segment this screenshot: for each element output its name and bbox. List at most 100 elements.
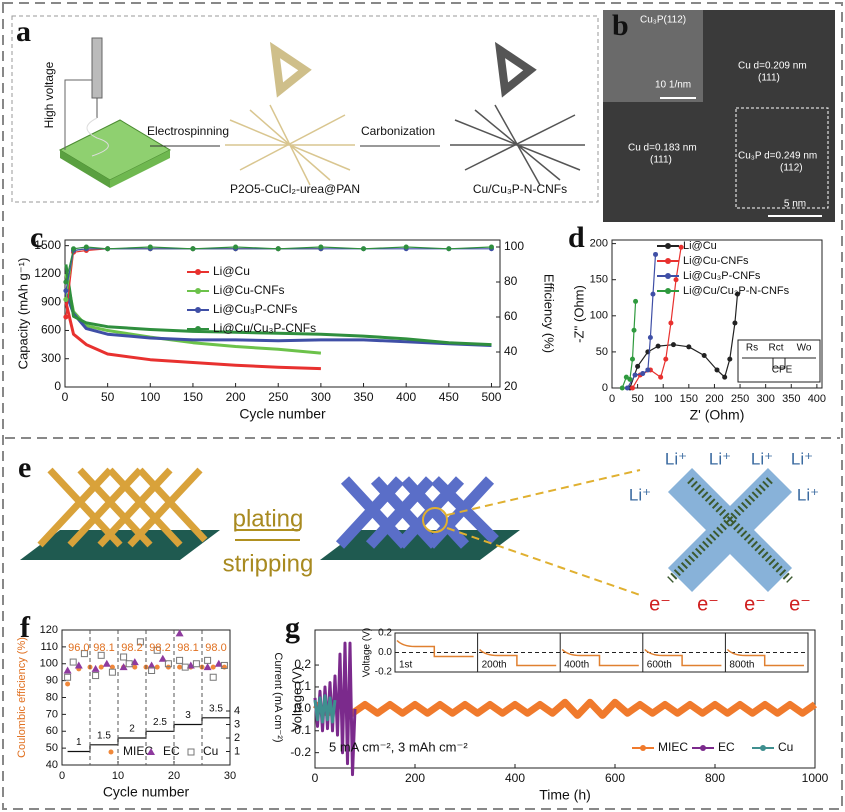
circuit-label: CPE [772,365,793,376]
legend-label: MIEC [658,740,688,754]
inset-y-tick-label: 0.2 [378,628,392,639]
lattice-label: Cu₃P d=0.249 nm [738,151,817,162]
x-tick-label: 100 [140,390,160,404]
legend-label: Cu [203,744,218,758]
x-tick-label: 50 [631,393,643,405]
marker [732,320,738,326]
lattice-label: Cu d=0.183 nm [628,143,697,154]
electrospinning-setup [58,37,172,188]
inset-trace [479,648,557,667]
marker [97,651,105,659]
y2-tick-label: 1 [234,745,240,757]
y-tick-label: -0.2 [290,745,311,759]
y-tick-label: -0.1 [290,723,311,737]
x-tick-label: 400 [808,393,826,405]
legend-marker [640,745,646,751]
inset-trace [726,648,804,667]
y-tick-label: 100 [40,658,58,670]
y-tick-label: 50 [596,346,608,358]
marker [153,646,161,654]
panel-label: f [20,611,31,644]
marker [633,298,639,304]
marker [214,659,223,667]
inset-trace [396,639,474,658]
legend-label: Li@Cu-CNFs [683,255,749,267]
y-axis-label: Voltage (V) [289,667,304,731]
marker [105,246,111,252]
product-label: Cu/Cu₃P-N-CNFs [473,182,567,196]
y-tick-label: 50 [46,742,58,754]
process-label: stripping [223,550,314,577]
x-tick-label: 50 [101,390,115,404]
y2-tick-label: 60 [504,309,518,323]
y2-tick-label: 80 [504,274,518,288]
x-tick-label: 400 [505,771,525,785]
fft-label: Cu₃P(112) [640,15,686,26]
marker [488,244,494,250]
legend-label: Li@Cu/Cu₃P-N-CNFs [683,285,790,297]
efficiency-label: 98.1 [177,642,198,654]
y-tick-label: 90 [46,675,58,687]
circuit-label: Rct [769,343,784,354]
y-tick-label: 1200 [34,266,61,280]
legend-label: Li@Cu [213,264,250,278]
marker [119,663,128,671]
marker [220,661,228,669]
efficiency-label: 98.2 [121,642,142,654]
y-axis-label: -Z'' (Ohm) [571,285,586,343]
plot-frame [64,239,501,388]
legend-marker [195,288,201,294]
marker [74,661,83,669]
series-line [313,694,337,724]
electron-label: e⁻ [789,593,811,615]
y2-tick-label: 2 [234,732,240,744]
series-line [64,264,492,347]
ion-label: Li⁺ [709,449,731,468]
legend-marker [665,288,671,294]
marker [318,244,324,250]
marker [63,297,69,302]
marker [63,288,69,294]
marker [658,374,664,380]
ion-label: Li⁺ [751,449,773,468]
marker [164,660,172,668]
y2-tick-label: 20 [504,379,518,393]
marker [640,371,646,377]
panel-a-box [11,15,599,203]
legend-marker [700,745,706,751]
panel-label: d [568,221,585,254]
marker [158,654,167,662]
current-label: 1.5 [97,730,111,741]
marker [71,246,77,252]
marker [734,291,740,297]
x-tick-label: 250 [731,393,749,405]
legend-marker [665,243,671,249]
panel-label: a [16,15,31,48]
marker [147,661,156,669]
electron-label: e⁻ [649,593,671,615]
y-axis-label: Capacity (mAh g⁻¹) [15,258,30,370]
marker [627,376,633,382]
circuit-label: Wo [797,343,812,354]
y2-axis-label: Current (mA cm⁻²) [272,652,284,742]
marker [102,659,111,667]
marker [175,629,184,637]
inset-cycle-label: 800th [729,660,754,671]
marker [98,664,104,670]
x-tick-label: 100 [654,393,672,405]
scale-label: 5 nm [784,199,806,210]
current-label: 1 [76,737,82,748]
marker [722,374,728,380]
x-axis-label: Z' (Ohm) [690,407,745,423]
x-tick-label: 1000 [802,771,829,785]
y-tick-label: 0 [54,379,61,393]
x-tick-label: 0 [312,771,319,785]
y-tick-label: 1500 [34,238,61,252]
panel-label: e [18,451,31,484]
step-label: Carbonization [361,124,435,138]
marker [623,374,629,380]
y-tick-label: 60 [46,725,58,737]
process-label: plating [233,505,304,532]
x-axis-label: Cycle number [239,406,326,422]
legend-label: MIEC [123,744,153,758]
